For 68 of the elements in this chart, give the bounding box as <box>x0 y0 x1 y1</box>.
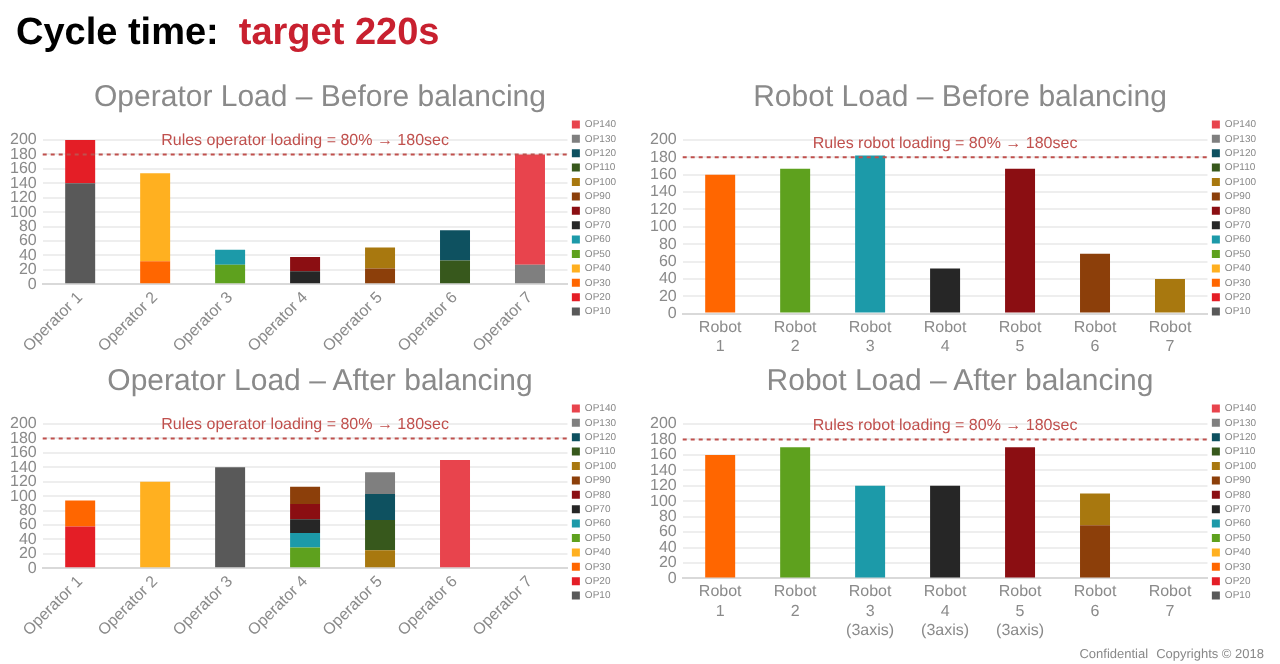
y-tick-label: 200 <box>9 130 38 149</box>
y-tick-label: 40 <box>18 529 38 548</box>
y-tick-label: 120 <box>9 188 38 207</box>
y-tick-label: 60 <box>658 522 678 541</box>
y-tick-label: 160 <box>649 165 678 184</box>
y-tick-label: 200 <box>9 414 38 433</box>
y-tick-label: 180 <box>9 144 38 163</box>
chart-title: Robot Load – After balancing <box>766 364 1154 399</box>
ref-line-label: Rules operator loading = 80% → 180sec <box>161 414 449 433</box>
x-tick-label: Robot 5 (3axis) <box>996 582 1045 639</box>
ref-line-label: Rules robot loading = 80% → 180sec <box>812 415 1078 434</box>
y-tick-label: 120 <box>649 199 678 218</box>
y-tick-label: 140 <box>649 460 678 479</box>
x-tick-label: Robot 6 <box>1073 582 1118 620</box>
y-tick-label: 160 <box>9 443 38 462</box>
x-tick-label: Robot 3 <box>848 317 893 355</box>
ref-line-label: Rules operator loading = 80% → 180sec <box>161 130 449 149</box>
x-tick-label: Robot 2 <box>773 582 819 620</box>
x-tick-label: Robot 7 <box>1148 317 1193 355</box>
y-tick-label: 140 <box>9 173 38 192</box>
y-tick-label: 20 <box>658 286 678 305</box>
y-tick-label: 40 <box>18 245 38 264</box>
y-tick-label: 0 <box>27 274 38 293</box>
y-tick-label: 120 <box>649 476 678 495</box>
y-tick-label: 160 <box>649 445 678 464</box>
y-tick-label: 60 <box>658 251 678 270</box>
y-tick-label: 180 <box>649 147 678 166</box>
y-tick-label: 200 <box>649 414 678 433</box>
y-tick-label: 80 <box>658 507 678 526</box>
y-tick-label: 100 <box>649 491 678 510</box>
y-tick-label: 60 <box>18 231 38 250</box>
y-tick-label: 80 <box>18 501 38 520</box>
y-tick-label: 100 <box>649 217 678 236</box>
x-tick-label: Robot 7 <box>1148 582 1193 620</box>
y-tick-label: 0 <box>667 568 678 587</box>
text: target 220s <box>238 12 440 54</box>
y-tick-label: 40 <box>658 269 678 288</box>
y-tick-label: 200 <box>649 130 678 149</box>
x-tick-label: Robot 1 <box>698 582 744 620</box>
x-tick-label: Robot 1 <box>698 317 744 355</box>
y-tick-label: 100 <box>9 486 38 505</box>
y-tick-label: 20 <box>658 553 678 572</box>
x-tick-label: Robot 4 (3axis) <box>921 582 970 639</box>
x-tick-label: Robot 2 <box>773 317 819 355</box>
x-tick-label: Robot 3 (3axis) <box>846 582 895 639</box>
x-tick-label: Robot 6 <box>1073 317 1118 355</box>
y-tick-label: 180 <box>9 428 38 447</box>
x-tick-label: Robot 4 <box>923 317 968 355</box>
y-tick-label: 40 <box>658 537 678 556</box>
y-tick-label: 60 <box>18 515 38 534</box>
text: Cycle time: <box>16 12 219 54</box>
y-tick-label: 0 <box>667 304 678 323</box>
y-tick-label: 140 <box>9 457 38 476</box>
y-tick-label: 20 <box>18 544 38 563</box>
y-tick-label: 160 <box>9 159 38 178</box>
y-tick-label: 180 <box>649 429 678 448</box>
y-tick-label: 80 <box>18 217 38 236</box>
y-tick-label: 20 <box>18 260 38 279</box>
y-tick-label: 140 <box>649 182 678 201</box>
chart-title: Robot Load – Before balancing <box>753 80 1167 115</box>
ref-line-label: Rules robot loading = 80% → 180sec <box>812 133 1078 152</box>
chart-title: Operator Load – Before balancing <box>94 80 546 115</box>
y-tick-label: 80 <box>658 234 678 253</box>
y-tick-label: 0 <box>27 558 38 577</box>
chart-title: Operator Load – After balancing <box>107 364 533 399</box>
x-tick-label: Robot 5 <box>998 317 1043 355</box>
y-tick-label: 120 <box>9 472 38 491</box>
y-tick-label: 100 <box>9 202 38 221</box>
